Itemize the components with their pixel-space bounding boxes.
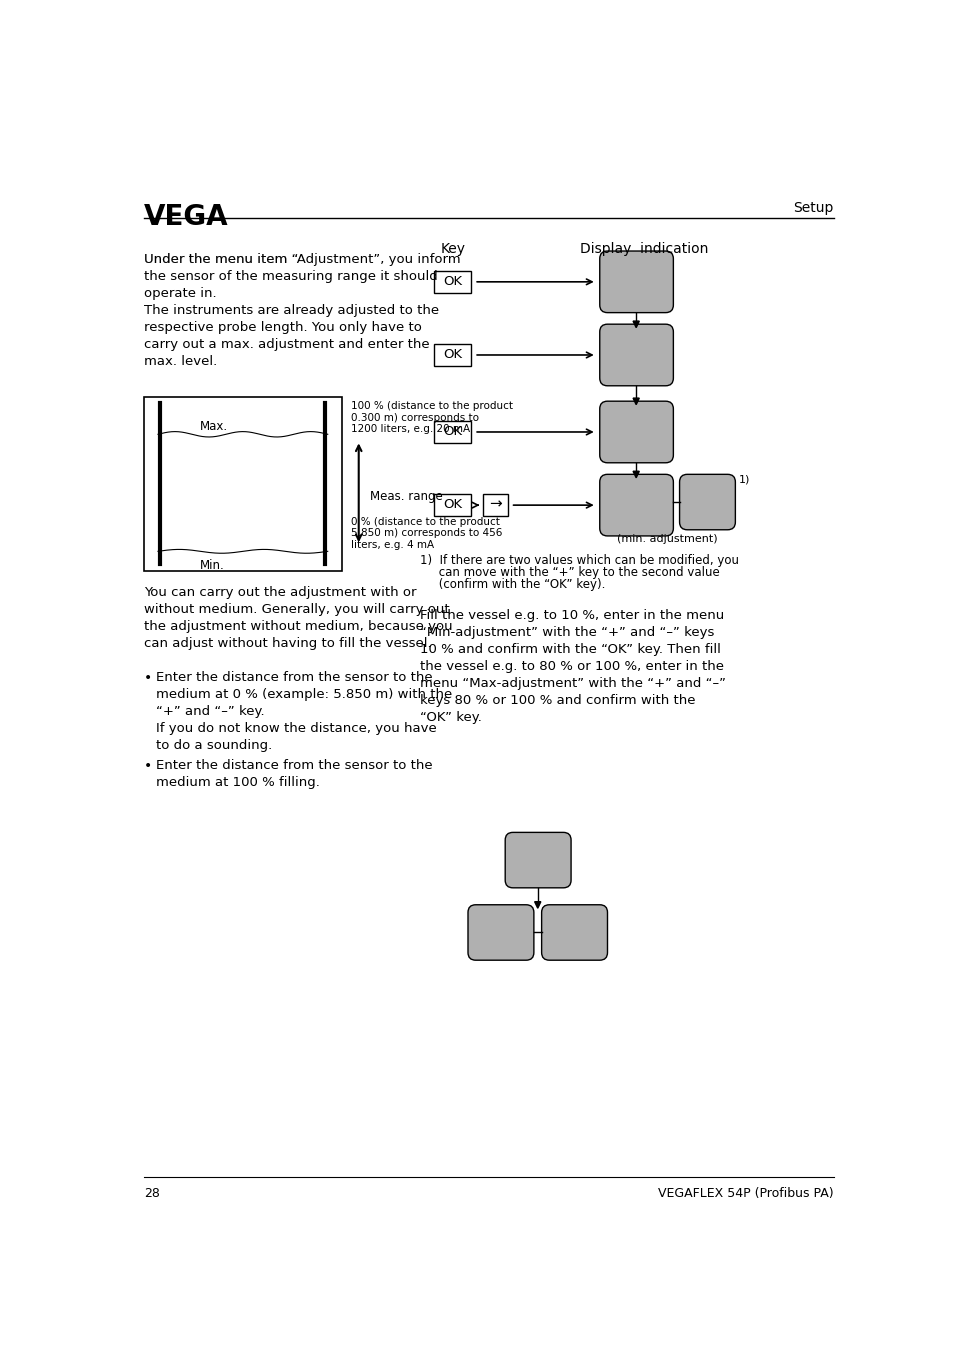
Bar (144, 397, 341, 570)
Text: Meas. range: Meas. range (370, 490, 442, 504)
Text: 1)  If there are two values which can be modified, you: 1) If there are two values which can be … (419, 554, 739, 566)
Bar (434, 271, 471, 292)
FancyBboxPatch shape (599, 474, 673, 536)
FancyBboxPatch shape (468, 904, 534, 960)
Text: OK: OK (442, 498, 461, 510)
Text: 100 % (distance to the product
0.300 m) corresponds to
1200 liters, e.g. 20 mA: 100 % (distance to the product 0.300 m) … (351, 401, 513, 435)
Text: Enter the distance from the sensor to the
medium at 100 % filling.: Enter the distance from the sensor to th… (156, 760, 433, 789)
Text: can move with the “+” key to the second value: can move with the “+” key to the second … (419, 566, 719, 580)
Text: Fill the vessel e.g. to 10 %, enter in the menu
“Min-adjustment” with the “+” an: Fill the vessel e.g. to 10 %, enter in t… (419, 609, 725, 724)
Text: 0 % (distance to the product
5.850 m) corresponds to 456
liters, e.g. 4 mA: 0 % (distance to the product 5.850 m) co… (351, 517, 502, 550)
Bar (434, 494, 471, 516)
Bar (434, 421, 471, 443)
Text: OK: OK (442, 275, 461, 287)
Text: 1): 1) (739, 474, 750, 485)
Polygon shape (534, 902, 540, 909)
Text: →: → (488, 497, 501, 512)
FancyBboxPatch shape (679, 474, 735, 529)
Bar (482, 494, 507, 516)
Text: Key: Key (440, 242, 465, 256)
Text: VEGA: VEGA (144, 203, 229, 230)
Text: OK: OK (442, 425, 461, 437)
Polygon shape (633, 321, 639, 328)
Polygon shape (633, 471, 639, 478)
Text: VEGAFLEX 54P (Profibus PA): VEGAFLEX 54P (Profibus PA) (658, 1186, 833, 1200)
Text: (confirm with the “OK” key).: (confirm with the “OK” key). (419, 578, 605, 592)
Bar (434, 344, 471, 366)
FancyBboxPatch shape (599, 401, 673, 463)
Text: OK: OK (442, 348, 461, 360)
FancyBboxPatch shape (599, 324, 673, 386)
FancyBboxPatch shape (541, 904, 607, 960)
Polygon shape (633, 398, 639, 405)
Text: Min.: Min. (199, 559, 224, 571)
Text: Under the menu item “Adjustment”, you inform
the sensor of the measuring range i: Under the menu item “Adjustment”, you in… (144, 253, 460, 368)
Text: •: • (144, 760, 152, 773)
Text: You can carry out the adjustment with or
without medium. Generally, you will car: You can carry out the adjustment with or… (144, 586, 453, 650)
Text: Display  indication: Display indication (579, 242, 708, 256)
Text: Enter the distance from the sensor to the
medium at 0 % (example: 5.850 m) with : Enter the distance from the sensor to th… (156, 670, 453, 751)
Text: Max.: Max. (199, 421, 228, 433)
Text: Under the menu item ": Under the menu item " (144, 253, 297, 267)
FancyBboxPatch shape (599, 250, 673, 313)
Text: 28: 28 (144, 1186, 160, 1200)
Text: (min. adjustment): (min. adjustment) (617, 533, 717, 543)
Bar (158, 435, 328, 551)
FancyBboxPatch shape (505, 833, 571, 888)
Text: Setup: Setup (793, 200, 833, 215)
Text: Under the menu item "’: Under the menu item "’ (144, 253, 301, 267)
Text: •: • (144, 670, 152, 685)
